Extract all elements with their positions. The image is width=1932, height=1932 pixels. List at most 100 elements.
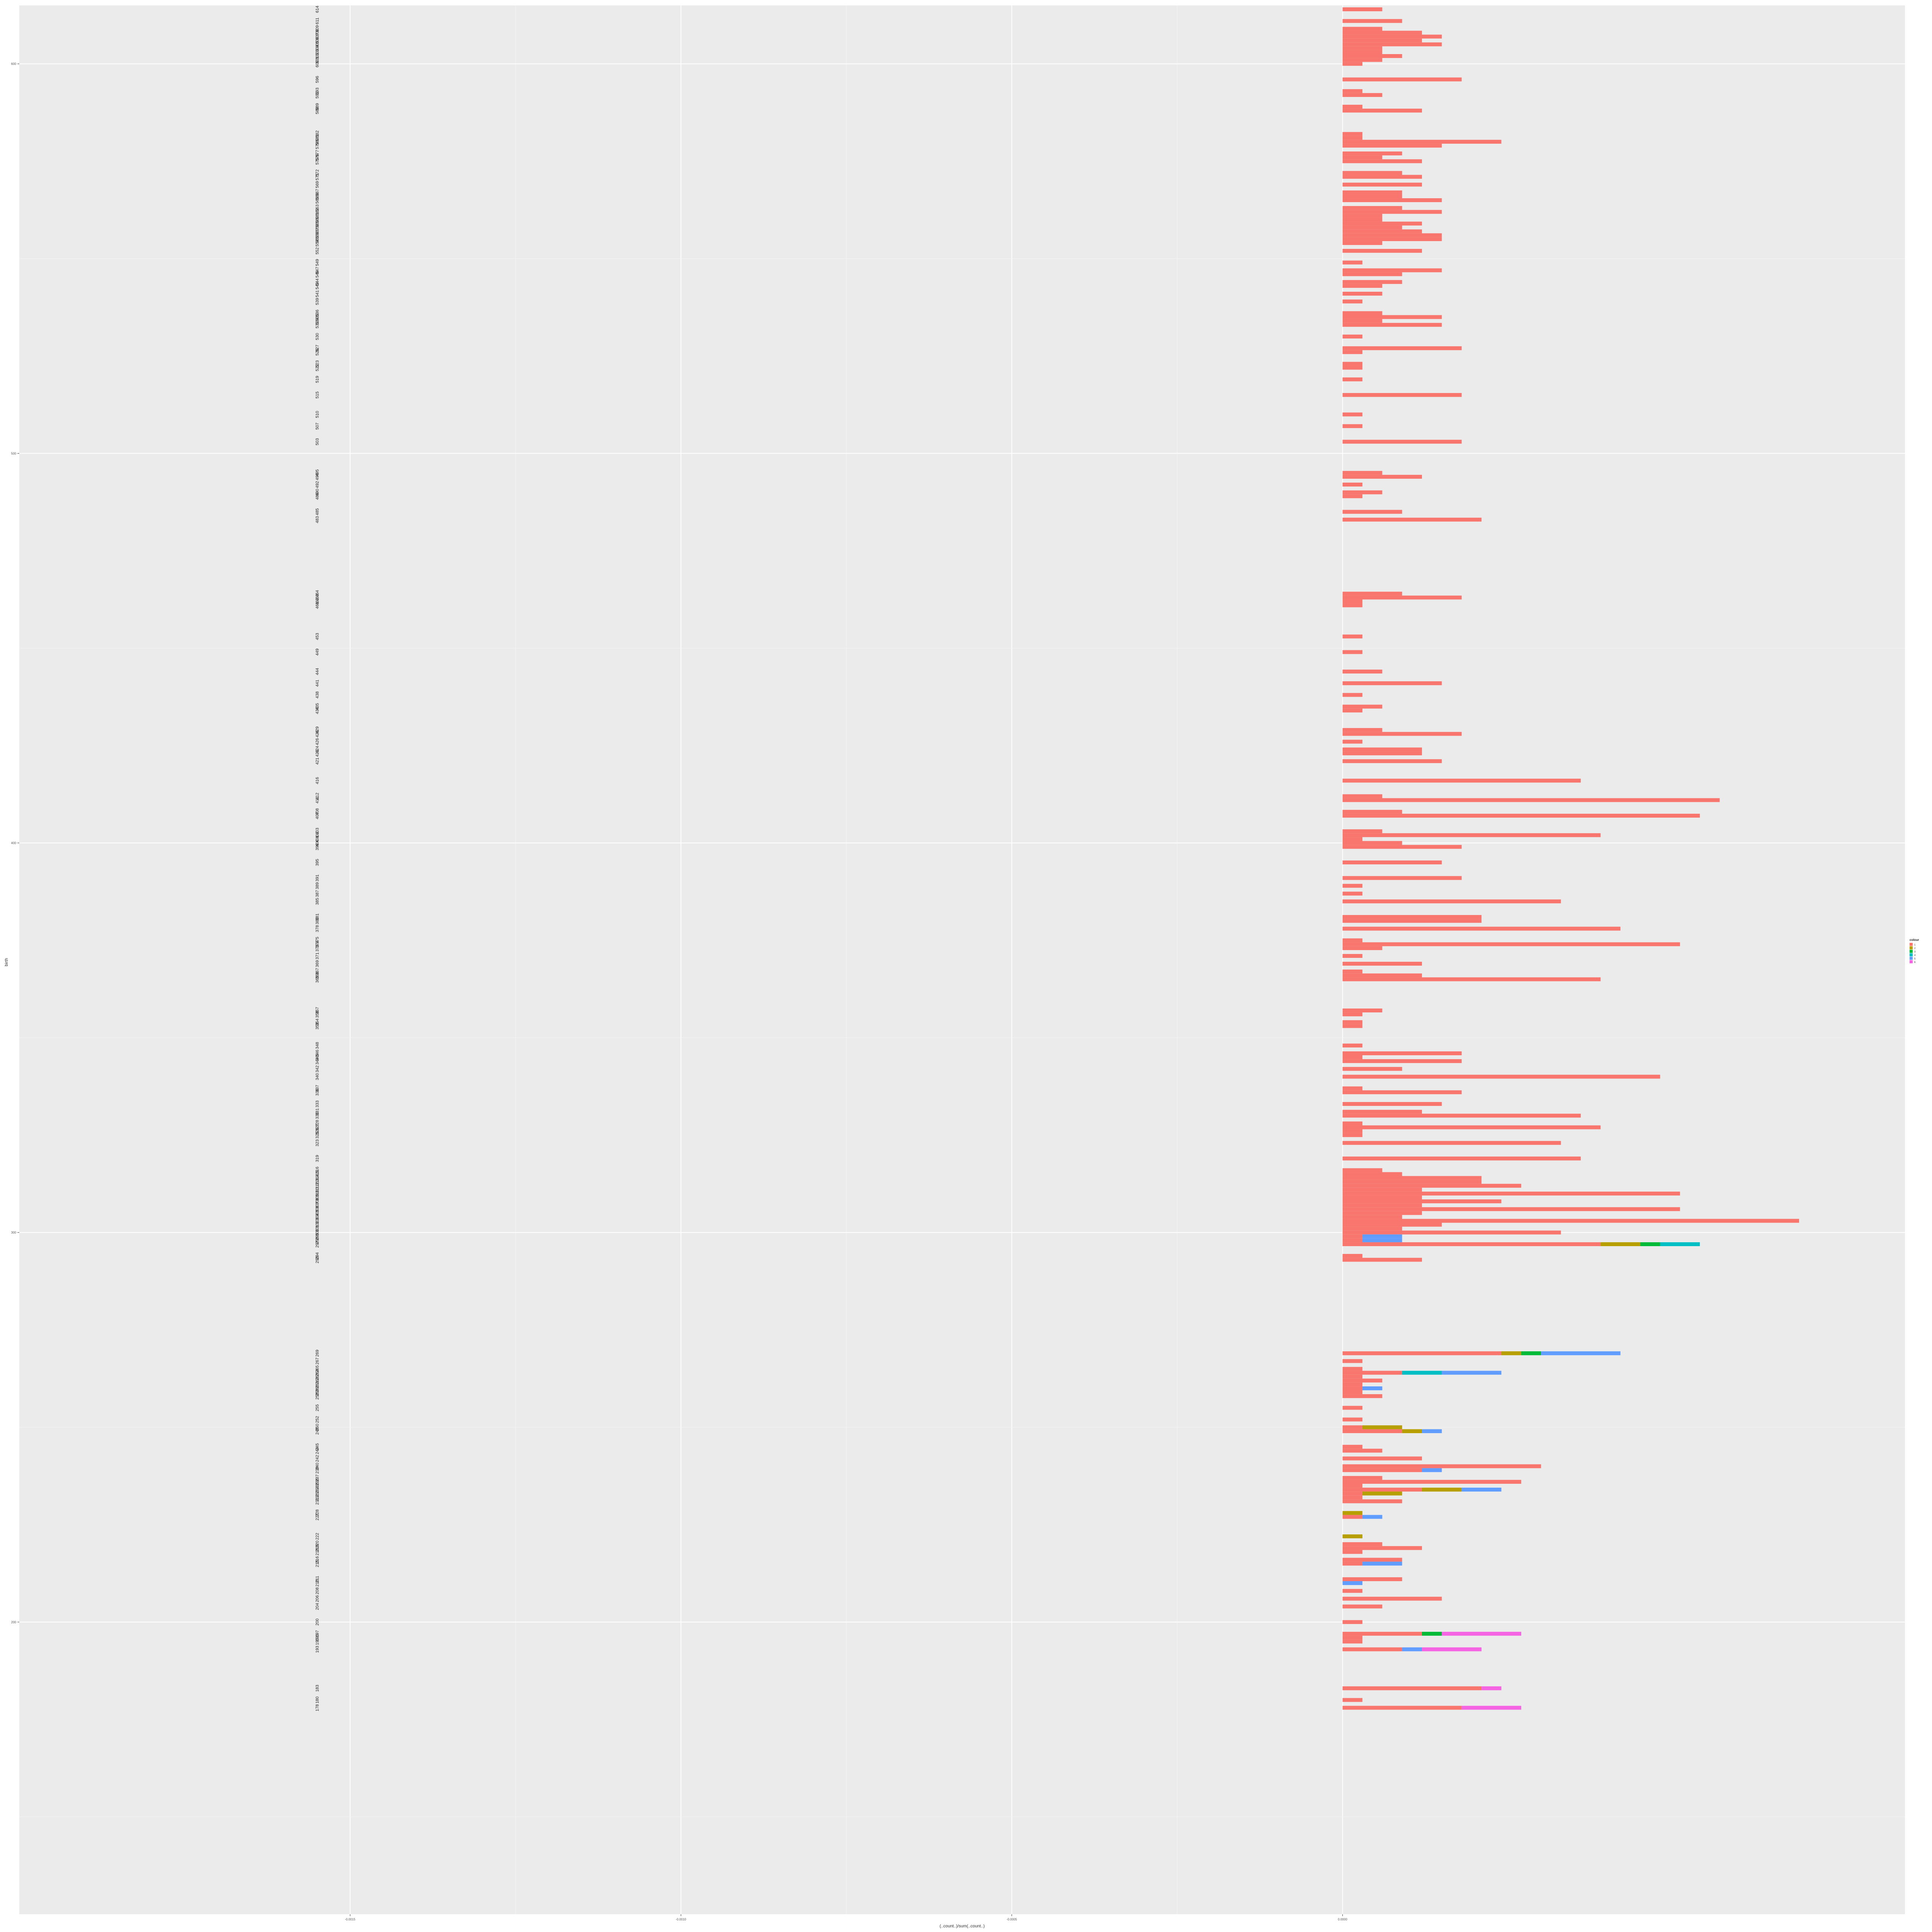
bar-label: 357 — [315, 1007, 320, 1014]
bar-label: 449 — [315, 648, 320, 655]
bar-label: 559 — [315, 220, 320, 227]
bar-label: 435 — [315, 703, 320, 710]
bar-label: 607 — [315, 33, 320, 40]
bar-label: 193 — [315, 1646, 320, 1653]
bar-label: 565 — [315, 197, 320, 204]
bar-segment — [1402, 1647, 1422, 1651]
bar-label: 336 — [315, 1089, 320, 1096]
bar-segment — [1342, 704, 1383, 709]
bar-segment — [1342, 1367, 1362, 1371]
bar-segment — [1342, 1184, 1521, 1188]
bar-segment — [1342, 155, 1383, 160]
bar-label: 400 — [315, 839, 320, 846]
bar-segment — [1342, 1577, 1402, 1582]
bar-segment — [1342, 1620, 1362, 1624]
bar-label: 391 — [315, 874, 320, 881]
bar-segment — [1342, 1258, 1422, 1262]
bar-label: 428 — [315, 730, 320, 737]
bar-label: 530 — [315, 333, 320, 340]
bar-segment — [1342, 494, 1362, 498]
bar-segment — [1342, 1534, 1362, 1539]
bar-label: 200 — [315, 1619, 320, 1626]
grid-lines — [19, 5, 1905, 1914]
plot-panel — [19, 5, 1905, 1914]
bar-label: 232 — [315, 1494, 320, 1501]
bar-segment — [1442, 1371, 1502, 1375]
bar-segment — [1342, 779, 1581, 783]
bar-label: 387 — [315, 890, 320, 897]
bar-segment — [1342, 1647, 1402, 1651]
bar-segment — [1342, 915, 1482, 919]
legend-key — [1910, 943, 1913, 946]
bar-segment — [1342, 1234, 1362, 1238]
bar-segment — [1342, 190, 1402, 194]
bar-segment — [1342, 1425, 1362, 1429]
bar-label: 381 — [315, 913, 320, 920]
bar-segment — [1342, 833, 1601, 837]
bar-segment — [1342, 829, 1383, 833]
bar-label: 519 — [315, 376, 320, 383]
bar-label: 592 — [315, 92, 320, 99]
bar-label: 301 — [315, 1225, 320, 1232]
bar-label: 233 — [315, 1490, 320, 1497]
bar-label: 378 — [315, 925, 320, 932]
bar-label: 244 — [315, 1447, 320, 1454]
bar-label: 262 — [315, 1377, 320, 1384]
bar-label: 311 — [315, 1186, 320, 1193]
bar-segment — [1342, 1242, 1601, 1246]
bar-segment — [1342, 837, 1362, 841]
bar-segment — [1342, 27, 1383, 31]
bar-label: 572 — [315, 169, 320, 176]
bar-label: 304 — [315, 1213, 320, 1220]
bar-label: 300 — [315, 1229, 320, 1236]
bar-label: 600 — [315, 60, 320, 67]
bar-segment — [1342, 1499, 1402, 1503]
bar-segment — [1422, 1488, 1462, 1492]
bar-label: 582 — [315, 131, 320, 138]
bar-segment — [1342, 424, 1362, 428]
bar-label: 533 — [315, 321, 320, 328]
bar-segment — [1342, 1141, 1561, 1145]
bar-segment — [1342, 292, 1383, 296]
bar-segment — [1461, 1488, 1502, 1492]
bar-segment — [1362, 1238, 1402, 1242]
bar-segment — [1342, 919, 1482, 923]
bar-segment — [1342, 105, 1362, 109]
bar-label: 325 — [315, 1131, 320, 1138]
bar-segment — [1342, 1445, 1362, 1449]
bar-segment — [1600, 1242, 1641, 1246]
bar-label: 444 — [315, 668, 320, 675]
bar-label: 323 — [315, 1139, 320, 1146]
bar-segment — [1342, 747, 1422, 752]
bar-segment — [1362, 1515, 1383, 1519]
bar-label: 604 — [315, 45, 320, 52]
bar-label: 492 — [315, 481, 320, 488]
bar-segment — [1640, 1242, 1660, 1246]
bar-label: 373 — [315, 945, 320, 952]
bar-label: 354 — [315, 1019, 320, 1026]
bar-segment — [1342, 1686, 1482, 1690]
bar-label: 494 — [315, 473, 320, 480]
bar-segment — [1342, 1480, 1521, 1484]
bar-segment — [1342, 1121, 1362, 1126]
bar-segment — [1342, 412, 1362, 417]
bar-segment — [1342, 1390, 1362, 1395]
bar-segment — [1342, 1238, 1362, 1242]
bar-label: 546 — [315, 270, 320, 277]
bar-segment — [1342, 810, 1402, 814]
bar-segment — [1342, 1636, 1362, 1640]
bar-label: 380 — [315, 917, 320, 924]
bar-segment — [1342, 194, 1402, 199]
bar-segment — [1342, 794, 1383, 798]
bar-label: 416 — [315, 777, 320, 784]
bar-label: 523 — [315, 360, 320, 367]
bar-label: 327 — [315, 1124, 320, 1131]
bar-segment — [1342, 1382, 1362, 1386]
bar-label: 260 — [315, 1385, 320, 1392]
bar-label: 206 — [315, 1595, 320, 1602]
bar-label: 438 — [315, 691, 320, 698]
bar-segment — [1342, 1125, 1601, 1129]
